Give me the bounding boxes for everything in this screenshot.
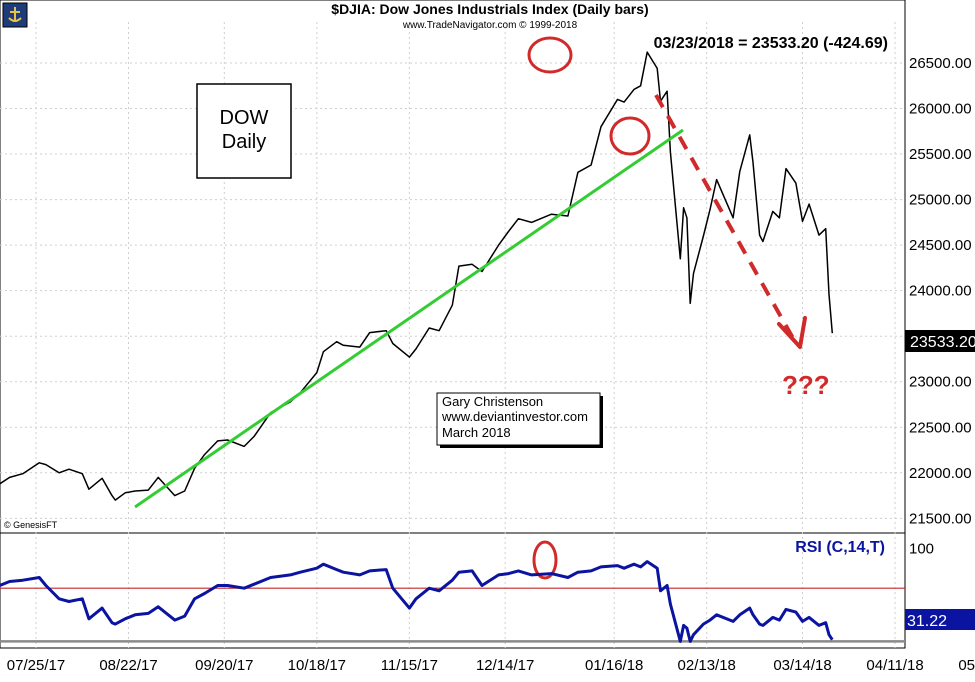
date-tick-label: 07/25/17 bbox=[7, 657, 65, 674]
copyright-text: www.TradeNavigator.com © 1999-2018 bbox=[402, 20, 578, 31]
price-axis: 21500.0022000.0022500.0023000.0023500.00… bbox=[909, 55, 972, 527]
date-tick-label: 04/11/18 bbox=[866, 657, 923, 674]
price-tick-label: 21500.00 bbox=[909, 510, 972, 527]
arrow-head-icon bbox=[777, 316, 807, 349]
rsi-peak-circle bbox=[532, 540, 558, 580]
author-box-shadow-right bbox=[600, 396, 603, 448]
price-tick-label: 22500.00 bbox=[909, 419, 972, 436]
price-tick-label: 25000.00 bbox=[909, 192, 972, 209]
chart-title: $DJIA: Dow Jones Industrials Index (Dail… bbox=[331, 1, 648, 17]
author-site: www.deviantinvestor.com bbox=[441, 409, 588, 424]
date-tick-label: 09/20/17 bbox=[195, 657, 253, 674]
rsi-tick-label: 100 bbox=[909, 540, 934, 557]
author-box-shadow-bottom bbox=[440, 445, 603, 448]
price-tick-label: 24000.00 bbox=[909, 283, 972, 300]
price-tick-label: 26000.00 bbox=[909, 101, 972, 118]
last-rsi-label: 31.22 bbox=[907, 613, 947, 630]
dow-box-line2: Daily bbox=[222, 131, 266, 153]
horizontal-grid bbox=[0, 62, 905, 519]
price-tick-label: 22000.00 bbox=[909, 465, 972, 482]
price-tick-label: 24500.00 bbox=[909, 237, 972, 254]
last-quote: 03/23/2018 = 23533.20 (-424.69) bbox=[654, 35, 888, 52]
rsi-series-line bbox=[0, 560, 834, 643]
question-marks: ??? bbox=[782, 370, 830, 400]
author-date: March 2018 bbox=[442, 425, 511, 440]
price-panel bbox=[0, 0, 906, 534]
dow-daily-box bbox=[196, 83, 292, 179]
date-tick-label: 02/13/18 bbox=[678, 657, 736, 674]
price-tick-label: 26500.00 bbox=[909, 55, 972, 72]
date-tick-label: 11/15/17 bbox=[381, 657, 438, 674]
date-tick-label: 01/16/18 bbox=[585, 657, 643, 674]
genesis-credit: © GenesisFT bbox=[4, 520, 58, 530]
dow-box-line1: DOW bbox=[220, 107, 269, 129]
peak-circle-january bbox=[527, 36, 573, 74]
price-tick-label: 25500.00 bbox=[909, 146, 972, 163]
date-tick-label: 12/14/17 bbox=[476, 657, 534, 674]
rsi-panel bbox=[0, 532, 906, 649]
date-tick-label: 08/22/17 bbox=[99, 657, 157, 674]
vertical-grid bbox=[35, 22, 896, 648]
author-name: Gary Christenson bbox=[442, 394, 543, 409]
last-price-box bbox=[905, 330, 975, 352]
date-axis: 07/25/17 08/22/17 09/20/17 10/18/17 11/15/17… bbox=[7, 657, 975, 674]
date-tick-label: 03/14/18 bbox=[773, 657, 831, 674]
peak-circle-february bbox=[609, 116, 651, 156]
price-tick-label: 23000.00 bbox=[909, 374, 972, 391]
last-rsi-box bbox=[905, 609, 975, 630]
date-tick-label: 05/09/18 bbox=[958, 657, 975, 674]
price-series-line bbox=[0, 51, 834, 501]
rsi-title: RSI (C,14,T) bbox=[795, 539, 885, 556]
last-price-label: 23533.20 bbox=[910, 334, 975, 351]
date-tick-label: 10/18/17 bbox=[288, 657, 346, 674]
uptrend-line bbox=[134, 128, 684, 509]
logo-icon bbox=[2, 2, 28, 28]
